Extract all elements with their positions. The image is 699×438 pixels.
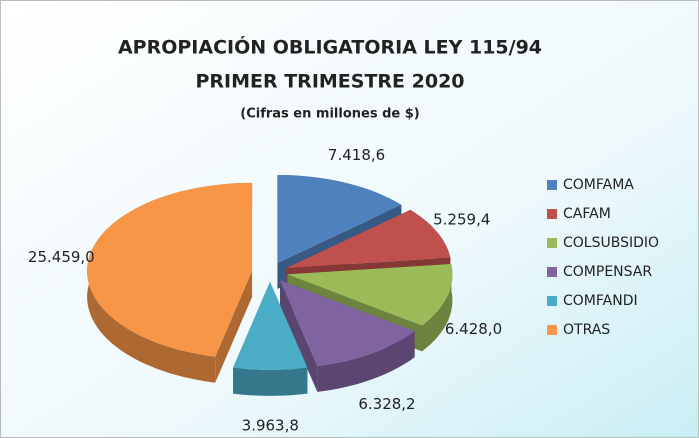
- data-label: 5.259,4: [433, 210, 490, 228]
- data-label: 3.963,8: [242, 416, 299, 434]
- legend-swatch: [547, 325, 557, 335]
- legend-swatch: [547, 238, 557, 248]
- chart-title: PRIMER TRIMESTRE 2020: [195, 71, 464, 93]
- slice: [277, 175, 402, 263]
- legend-label: COMFAMA: [563, 177, 634, 193]
- data-label: 7.418,6: [328, 146, 385, 164]
- legend-label: CAFAM: [563, 206, 611, 222]
- legend-swatch: [547, 209, 557, 219]
- data-label: 6.328,2: [358, 395, 415, 413]
- legend-swatch: [547, 267, 557, 277]
- data-label: 6.428,0: [445, 320, 502, 338]
- slice: [233, 281, 308, 370]
- legend-label: OTRAS: [563, 322, 610, 338]
- data-label: 25.459,0: [28, 248, 95, 266]
- slice: [286, 209, 451, 268]
- legend-swatch: [547, 180, 557, 190]
- slice-side: [215, 270, 253, 383]
- slice: [280, 280, 415, 366]
- chart-subtitle: (Cifras en millones de $): [240, 107, 419, 122]
- slice: [287, 264, 453, 326]
- legend-swatch: [547, 296, 557, 306]
- chart-title: APROPIACIÓN OBLIGATORIA LEY 115/94: [118, 35, 542, 59]
- slice-wall: [422, 264, 453, 352]
- legend-label: COMPENSAR: [563, 264, 652, 280]
- slice-side: [280, 280, 318, 392]
- slice-wall: [233, 367, 308, 396]
- slice: [87, 182, 253, 357]
- legend-label: COMFANDI: [563, 293, 638, 309]
- slice-wall: [317, 331, 415, 392]
- legend-label: COLSUBSIDIO: [563, 235, 659, 251]
